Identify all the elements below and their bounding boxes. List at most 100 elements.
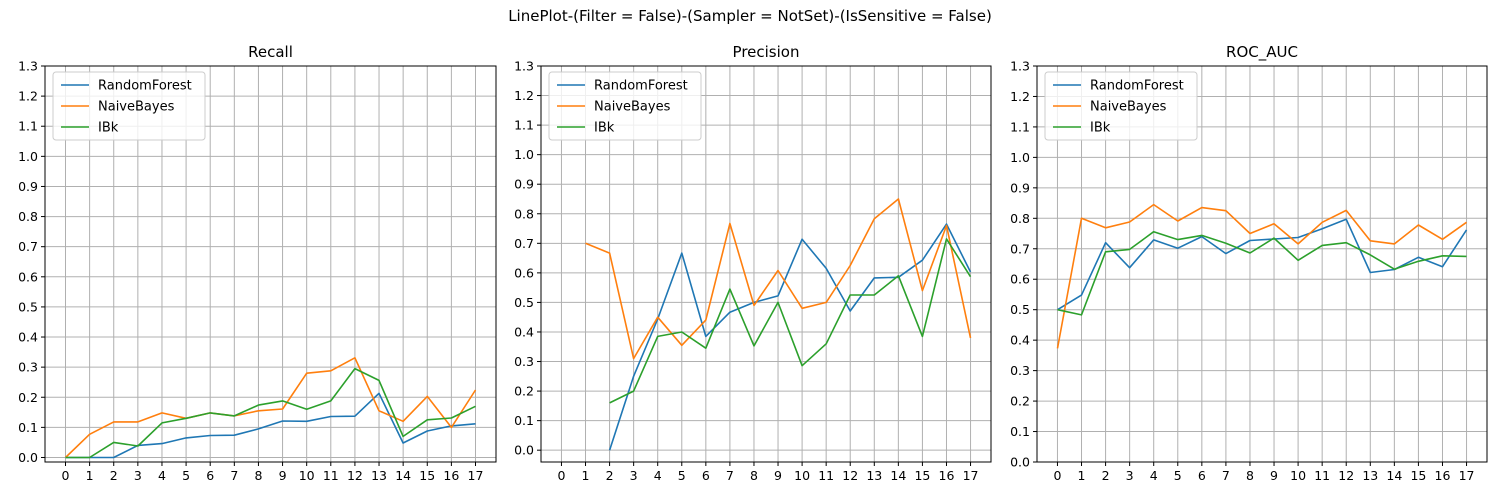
- y-axis-ticks: 0.0 0.1 0.2 0.3 0.4 0.5 0.6 0.7 0.8 0.9 1.0 1.1 1.2 1…: [18, 59, 45, 465]
- series-line-naivebayes: [64, 356, 477, 459]
- x-tick-label: 17: [1459, 468, 1475, 483]
- y-tick-label: 1.3: [1010, 59, 1030, 74]
- series-line-randomforest: [1057, 218, 1468, 311]
- panel-title: ROC_AUC: [1226, 43, 1298, 62]
- x-tick-label: 4: [158, 468, 166, 483]
- y-tick-label: 0.0: [1010, 455, 1030, 470]
- x-tick-label: 16: [939, 468, 955, 483]
- x-tick-label: 17: [963, 468, 979, 483]
- series-line-ibk: [609, 238, 972, 404]
- x-tick-label: 2: [1102, 468, 1110, 483]
- legend-label-naivebayes: NaiveBayes: [1090, 100, 1167, 115]
- legend-label-randomforest: RandomForest: [1090, 79, 1184, 94]
- x-tick-label: 3: [1126, 468, 1134, 483]
- x-tick-label: 11: [1314, 468, 1330, 483]
- x-tick-label: 6: [206, 468, 214, 483]
- y-tick-label: 1.2: [18, 89, 38, 104]
- y-tick-label: 0.9: [1010, 180, 1030, 195]
- x-tick-label: 11: [323, 468, 339, 483]
- x-tick-label: 13: [866, 468, 882, 483]
- y-tick-label: 0.5: [514, 295, 534, 310]
- x-tick-label: 16: [443, 468, 459, 483]
- series-line-ibk: [65, 367, 476, 459]
- y-tick-label: 1.1: [1010, 119, 1030, 134]
- y-tick-label: 0.1: [18, 420, 38, 435]
- x-tick-label: 0: [557, 468, 565, 483]
- x-tick-label: 4: [654, 468, 662, 483]
- legend-frame: [52, 71, 206, 141]
- y-tick-label: 1.0: [18, 149, 38, 164]
- y-tick-label: 0.3: [1010, 363, 1030, 378]
- y-tick-label: 0.1: [514, 413, 534, 428]
- x-tick-label: 6: [1198, 468, 1206, 483]
- legend-label-randomforest: RandomForest: [594, 79, 688, 94]
- x-tick-label: 12: [347, 468, 363, 483]
- y-tick-label: 0.2: [18, 390, 38, 405]
- legend-label-randomforest: RandomForest: [98, 79, 192, 94]
- y-tick-label: 0.8: [514, 206, 534, 221]
- x-tick-label: 1: [582, 468, 590, 483]
- x-axis-ticks: 0 1 2 3 4 5 6 7 8 9 10 11 12 13 14 15 16 17: [1053, 462, 1474, 483]
- y-tick-label: 0.3: [18, 360, 38, 375]
- x-tick-label: 17: [468, 468, 484, 483]
- x-tick-label: 13: [371, 468, 387, 483]
- y-tick-label: 1.2: [514, 88, 534, 103]
- y-axis-ticks: 0.0 0.1 0.2 0.3 0.4 0.5 0.6 0.7 0.8 0.9 1.0 1.1 1.2 1…: [1010, 59, 1037, 470]
- legend-label-ibk: IBk: [98, 121, 119, 136]
- x-tick-label: 8: [254, 468, 262, 483]
- legend-label-naivebayes: NaiveBayes: [594, 100, 671, 115]
- y-tick-label: 1.1: [514, 118, 534, 133]
- series-line-randomforest: [608, 223, 972, 451]
- legend-frame: [548, 71, 702, 141]
- legend: RandomForest NaiveBayes IBk: [52, 71, 206, 141]
- x-tick-label: 9: [279, 468, 287, 483]
- x-tick-label: 9: [774, 468, 782, 483]
- series-line-ibk: [1057, 230, 1467, 316]
- x-tick-label: 11: [818, 468, 834, 483]
- y-tick-label: 1.0: [514, 147, 534, 162]
- y-tick-label: 0.4: [1010, 333, 1030, 348]
- x-tick-label: 15: [1410, 468, 1426, 483]
- legend: RandomForest NaiveBayes IBk: [1044, 71, 1198, 141]
- series-lines: [64, 356, 477, 459]
- x-tick-label: 13: [1362, 468, 1378, 483]
- y-tick-label: 0.4: [18, 330, 38, 345]
- plot-area-frame: [540, 65, 992, 463]
- x-tick-label: 10: [794, 468, 810, 483]
- x-tick-label: 1: [86, 468, 94, 483]
- y-tick-label: 0.2: [1010, 394, 1030, 409]
- legend-label-naivebayes: NaiveBayes: [98, 100, 175, 115]
- x-tick-label: 9: [1270, 468, 1278, 483]
- x-tick-label: 15: [914, 468, 930, 483]
- y-tick-label: 0.1: [1010, 424, 1030, 439]
- x-tick-label: 1: [1078, 468, 1086, 483]
- x-tick-label: 15: [419, 468, 435, 483]
- x-tick-label: 5: [678, 468, 686, 483]
- y-axis-ticks: 0.0 0.1 0.2 0.3 0.4 0.5 0.6 0.7 0.8 0.9 1.0 1.1 1.2 1…: [514, 59, 541, 458]
- x-tick-label: 8: [1246, 468, 1254, 483]
- x-tick-label: 7: [230, 468, 238, 483]
- y-tick-label: 0.6: [1010, 272, 1030, 287]
- y-tick-label: 0.8: [18, 209, 38, 224]
- x-tick-label: 12: [1338, 468, 1354, 483]
- x-tick-label: 8: [750, 468, 758, 483]
- x-tick-label: 4: [1150, 468, 1158, 483]
- plot-area-frame: [44, 65, 497, 463]
- x-tick-label: 7: [726, 468, 734, 483]
- y-tick-label: 0.3: [514, 354, 534, 369]
- figure-suptitle: LinePlot-(Filter = False)-(Sampler = Not…: [508, 7, 992, 25]
- x-tick-label: 7: [1222, 468, 1230, 483]
- x-tick-label: 3: [630, 468, 638, 483]
- series-lines: [1056, 203, 1468, 349]
- y-tick-label: 1.3: [18, 59, 38, 74]
- series-lines: [585, 198, 972, 451]
- y-tick-label: 0.2: [514, 384, 534, 399]
- panel-title: Recall: [248, 43, 293, 61]
- y-tick-label: 0.9: [514, 177, 534, 192]
- legend: RandomForest NaiveBayes IBk: [548, 71, 702, 141]
- legend-label-ibk: IBk: [594, 121, 615, 136]
- x-tick-label: 10: [1290, 468, 1306, 483]
